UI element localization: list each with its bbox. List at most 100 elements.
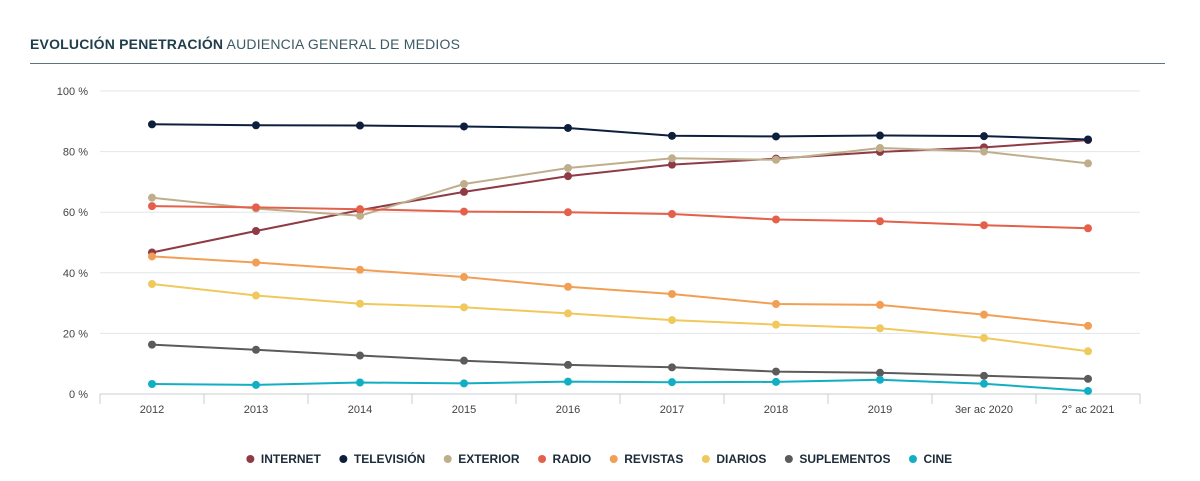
data-point-internet [460,187,468,196]
data-point-revistas [460,273,468,282]
data-point-revistas [1084,321,1092,330]
legend-label-revistas: REVISTAS [624,452,683,466]
legend-marker-cine [908,455,917,463]
data-point-cine [252,380,260,389]
data-point-revistas [564,282,572,291]
x-tick-label: 2017 [660,404,684,416]
legend-marker-suplementos [784,455,793,463]
legend: INTERNET TELEVISIÓN EXTERIOR RADIO REVISTAS D… [246,451,952,466]
series-line-diarios [151,283,1089,353]
y-tick-label: 40 % [63,268,88,280]
data-point-diarios [460,303,468,312]
legend-label-televisi-n: TELEVISIÓN [354,451,425,466]
data-point-cine [356,378,364,387]
header-divider [30,63,1165,64]
data-point-internet [252,226,260,235]
series-line-internet [151,139,1089,254]
series-line-cine [151,378,1089,392]
data-point-cine [1084,386,1092,395]
y-tick-label: 0 % [69,389,88,401]
legend-marker-revistas [609,455,618,463]
x-tick-label: 2° ac 2021 [1062,404,1115,416]
x-tick-label: 2015 [452,404,476,416]
data-point-exterior [980,147,988,156]
x-tick-label: 3er ac 2020 [955,404,1013,416]
data-point-cine [876,375,884,384]
data-point-televisi-n [668,131,676,140]
data-point-radio [772,215,780,224]
data-point-televisi-n [1084,135,1092,144]
data-point-exterior [356,211,364,220]
x-tick-label: 2019 [868,404,892,416]
data-point-televisi-n [772,132,780,141]
data-point-revistas [980,310,988,319]
data-point-revistas [356,265,364,274]
data-point-diarios [876,324,884,333]
data-point-cine [460,379,468,388]
data-point-radio [668,210,676,219]
x-axis: 2012 2013 2014 2015 2016 2017 2018 2019 3er ac 2… [99,393,1141,416]
x-tick-label: 2013 [244,404,268,416]
data-point-internet [564,172,572,181]
chart-header: EVOLUCIÓN PENETRACIÓN AUDIENCIA GENERAL … [30,36,460,52]
data-point-exterior [772,155,780,164]
data-point-televisi-n [980,132,988,141]
data-point-diarios [1084,347,1092,356]
data-point-televisi-n [564,123,572,132]
series-line-televisi-n [151,123,1089,141]
data-point-radio [980,221,988,230]
data-point-suplementos [668,363,676,372]
legend-label-diarios: DIARIOS [716,452,766,466]
legend-marker-radio [538,455,547,463]
data-point-diarios [772,320,780,329]
data-point-televisi-n [148,120,156,129]
data-point-revistas [876,300,884,309]
data-point-diarios [356,299,364,308]
data-point-diarios [148,280,156,289]
legend-label-exterior: EXTERIOR [458,452,520,466]
x-tick-label: 2018 [764,404,788,416]
data-point-suplementos [772,367,780,376]
data-point-cine [564,377,572,386]
data-point-radio [148,202,156,211]
data-point-televisi-n [876,131,884,140]
data-point-diarios [980,333,988,342]
data-point-revistas [252,258,260,267]
data-point-cine [772,377,780,386]
data-point-radio [460,207,468,216]
data-point-revistas [668,290,676,299]
series-line-radio [151,205,1089,230]
y-axis-ticks: 0 % 20 % 40 % 60 % 80 % 100 % [57,86,88,401]
data-point-revistas [772,300,780,309]
data-point-exterior [564,163,572,172]
chart-title: EVOLUCIÓN PENETRACIÓN [30,36,224,52]
data-point-televisi-n [460,122,468,131]
data-point-radio [876,217,884,226]
data-point-televisi-n [356,121,364,130]
data-point-diarios [668,316,676,325]
chart-subtitle: AUDIENCIA GENERAL DE MEDIOS [226,36,461,52]
legend-marker-diarios [701,455,710,463]
legend-marker-internet [246,455,255,463]
data-point-revistas [148,252,156,261]
data-point-exterior [876,143,884,152]
data-point-radio [252,203,260,212]
data-point-radio [564,208,572,217]
data-point-exterior [148,193,156,202]
data-point-internet [668,160,676,169]
y-tick-label: 100 % [57,86,88,98]
data-point-suplementos [876,368,884,377]
data-point-diarios [252,291,260,300]
x-tick-label: 2012 [140,404,164,416]
data-point-exterior [1084,159,1092,168]
y-tick-label: 80 % [63,147,88,159]
legend-label-internet: INTERNET [261,452,322,466]
series-line-revistas [151,255,1089,327]
data-point-exterior [668,154,676,163]
data-point-televisi-n [252,121,260,130]
series-points [148,120,1092,395]
legend-marker-televisi-n [339,455,348,463]
data-point-suplementos [356,351,364,360]
y-tick-label: 60 % [63,207,88,219]
